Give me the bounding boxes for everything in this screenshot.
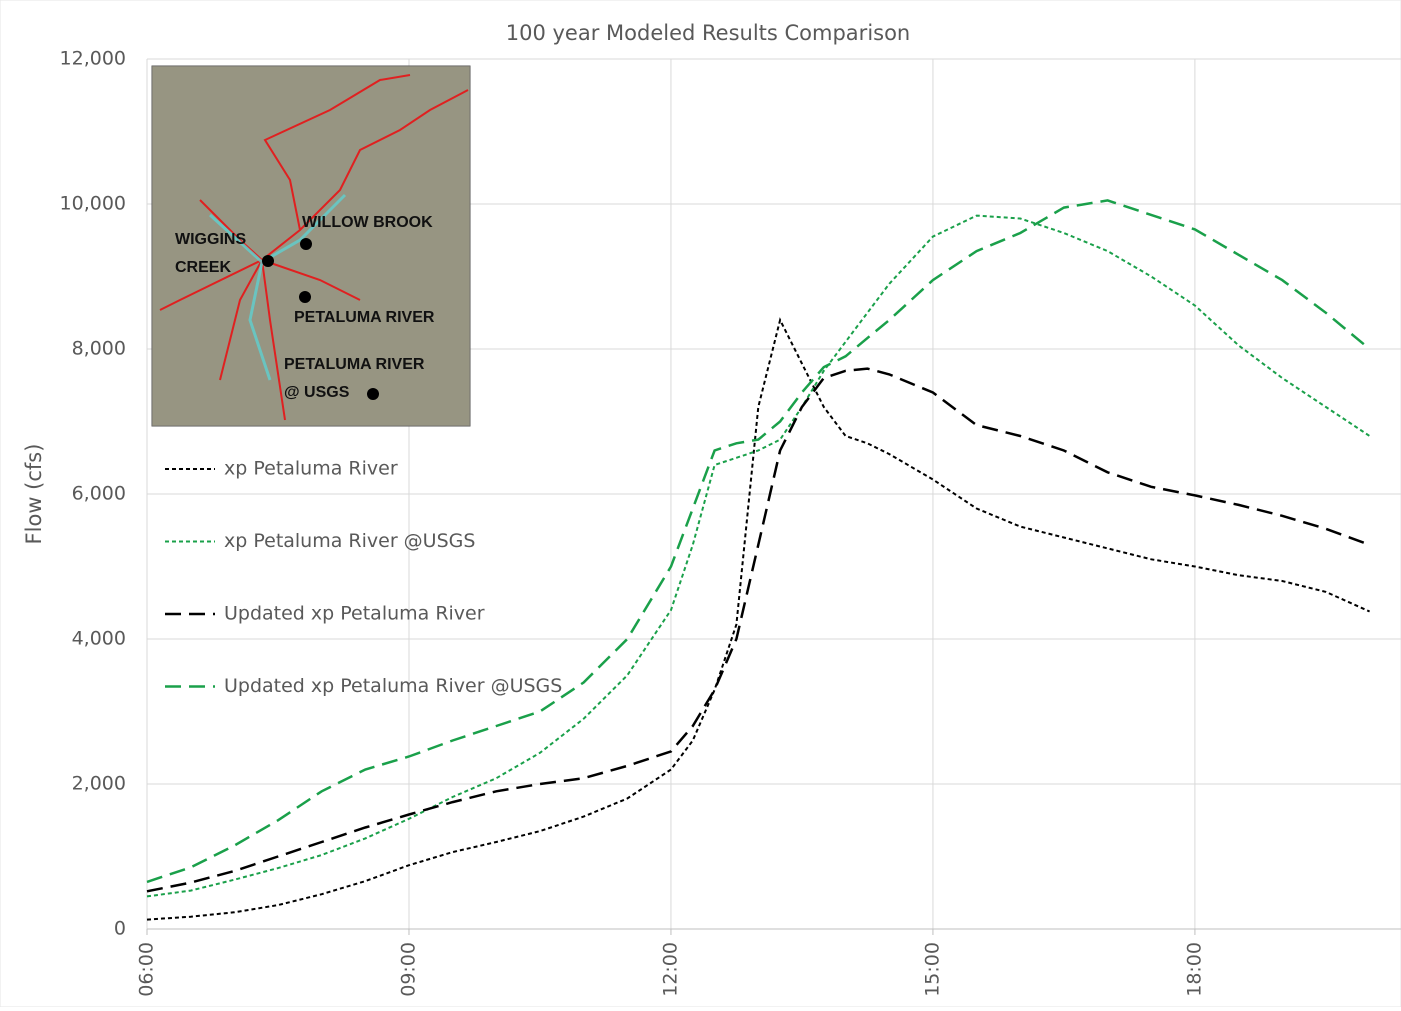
map-label: PETALUMA RIVER xyxy=(294,309,435,326)
chart: 100 year Modeled Results Comparison Flow… xyxy=(0,0,1401,1007)
y-tick-label: 8,000 xyxy=(72,338,126,360)
map-point xyxy=(300,238,312,250)
y-tick-label: 4,000 xyxy=(72,628,126,650)
map-label: WILLOW BROOK xyxy=(302,214,433,231)
map-point xyxy=(367,388,379,400)
map-label: WIGGINS xyxy=(175,231,246,248)
y-tick-label: 12,000 xyxy=(60,48,126,70)
y-tick-label: 6,000 xyxy=(72,483,126,505)
x-tick-label: 06:00 xyxy=(136,942,158,997)
chart-title: 100 year Modeled Results Comparison xyxy=(506,21,911,45)
map-label: @ USGS xyxy=(284,384,350,401)
map-point xyxy=(262,255,274,267)
map-point xyxy=(299,291,311,303)
map-label: CREEK xyxy=(175,259,231,276)
x-tick-label: 18:00 xyxy=(1183,942,1205,997)
legend-label: xp Petaluma River @USGS xyxy=(224,530,475,552)
y-axis-label: Flow (cfs) xyxy=(22,444,46,545)
y-tick-label: 0 xyxy=(114,918,126,940)
legend-label: Updated xp Petaluma River @USGS xyxy=(224,675,562,697)
map-label: PETALUMA RIVER xyxy=(284,356,425,373)
x-tick-label: 09:00 xyxy=(397,942,419,997)
y-tick-label: 2,000 xyxy=(72,773,126,795)
legend-label: xp Petaluma River xyxy=(224,458,398,480)
y-tick-label: 10,000 xyxy=(60,193,126,215)
x-tick-label: 15:00 xyxy=(921,942,943,997)
x-tick-label: 12:00 xyxy=(659,942,681,997)
legend-label: Updated xp Petaluma River xyxy=(224,603,485,625)
inset-map: WILLOW BROOK WIGGINS CREEK PETALUMA RIVE… xyxy=(152,66,470,426)
